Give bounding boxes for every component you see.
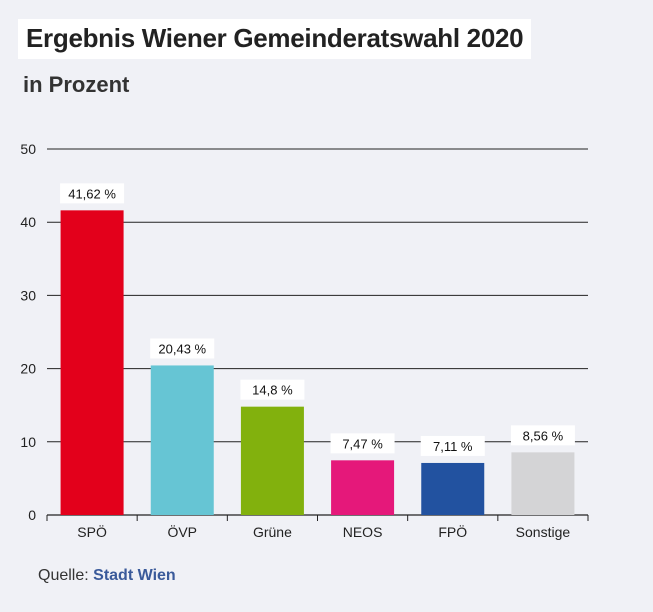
x-tick-label: NEOS	[343, 524, 383, 540]
x-tick-label: Grüne	[253, 524, 292, 540]
y-tick-label: 10	[20, 434, 36, 450]
bar	[60, 210, 124, 515]
chart-title: Ergebnis Wiener Gemeinderatswahl 2020	[18, 19, 532, 59]
value-label-bg	[150, 338, 215, 359]
chart-subtitle: in Prozent	[23, 72, 130, 97]
y-tick-label: 50	[20, 141, 36, 157]
value-label: 20,43 %	[158, 341, 206, 356]
bar	[421, 462, 485, 515]
x-tick-label: FPÖ	[438, 523, 467, 540]
x-tick-label: Sonstige	[516, 524, 571, 540]
y-tick-label: 40	[20, 214, 36, 230]
value-label: 7,11 %	[433, 439, 473, 454]
value-label: 41,62 %	[68, 186, 116, 201]
bar	[331, 460, 395, 515]
value-label-bg	[60, 183, 125, 204]
value-label: 14,8 %	[252, 383, 293, 398]
bar-chart: 0 10 20 30 40 50 41,62 % SPÖ 20,43 % ÖVP 14,8 % Grü…	[20, 141, 589, 540]
x-tick-label: SPÖ	[77, 523, 107, 540]
y-tick-label: 20	[20, 361, 36, 377]
y-tick-label: 0	[28, 507, 36, 523]
source-label: Quelle:	[38, 567, 89, 584]
value-label: 8,56 %	[523, 428, 564, 443]
value-label: 7,47 %	[342, 436, 383, 451]
bar	[240, 406, 304, 515]
value-label-bg	[240, 379, 305, 400]
y-tick-label: 30	[20, 287, 36, 303]
value-label-bg	[420, 435, 485, 456]
value-label-bg	[330, 433, 395, 454]
bar	[511, 452, 575, 515]
value-label-bg	[510, 425, 575, 446]
x-tick-label: ÖVP	[167, 523, 197, 540]
bar	[150, 365, 214, 515]
source-note: Quelle: Stadt Wien	[38, 567, 176, 585]
source-org: Stadt Wien	[93, 567, 176, 584]
